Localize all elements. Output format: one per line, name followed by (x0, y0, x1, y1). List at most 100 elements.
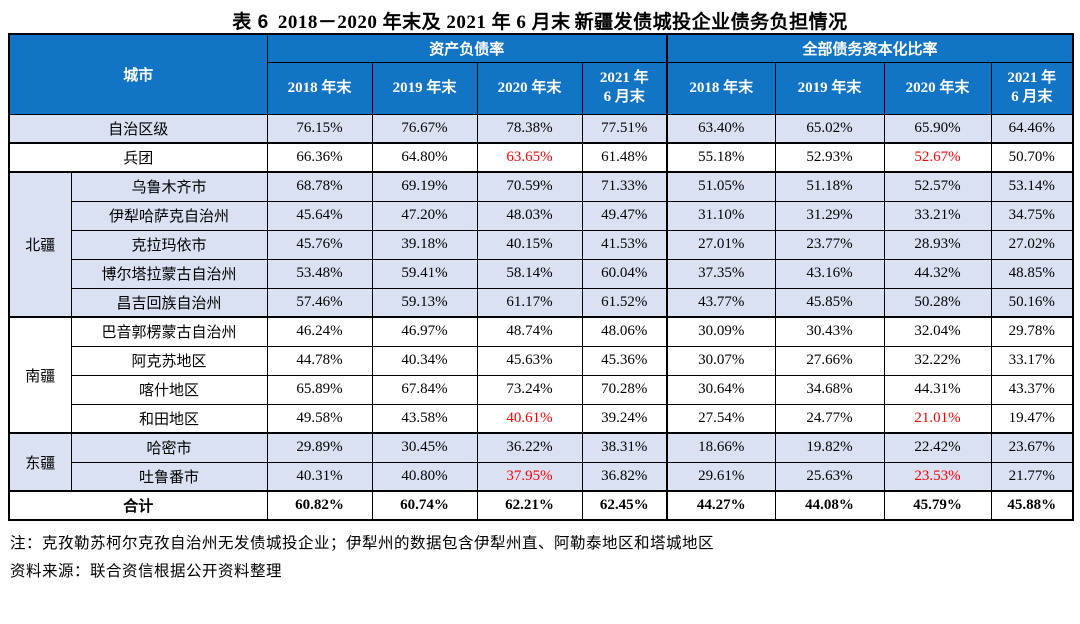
city-cell: 乌鲁木齐市 (70, 171, 268, 202)
value-cell: 51.05% (666, 171, 776, 202)
value-cell: 45.76% (266, 229, 373, 260)
value-cell: 61.17% (476, 287, 583, 318)
value-cell: 29.78% (990, 316, 1074, 347)
value-cell: 27.01% (666, 229, 776, 260)
value-cell: 30.64% (666, 374, 776, 405)
value-cell: 44.31% (883, 374, 992, 405)
value-cell: 27.02% (990, 229, 1074, 260)
city-cell: 喀什地区 (70, 374, 268, 405)
value-cell: 28.93% (883, 229, 992, 260)
year-header-2021h1: 2021 年 6 月末 (581, 61, 668, 115)
value-cell: 40.15% (476, 229, 583, 260)
value-cell: 55.18% (666, 142, 776, 173)
value-cell: 60.04% (581, 258, 668, 289)
value-cell: 50.70% (990, 142, 1074, 173)
value-cell: 63.65% (476, 142, 583, 173)
value-cell: 43.58% (371, 403, 478, 434)
asset-liability-ratio-header: 资产负债率 (266, 33, 668, 63)
year-header-2021h1: 2021 年 6 月末 (990, 61, 1074, 115)
table-body: 自治区级 76.15% 76.67% 78.38% 77.51% 63.40% 65.02%… (8, 113, 1074, 521)
value-cell: 43.37% (990, 374, 1074, 405)
table-row: 南疆 巴音郭楞蒙古自治州 46.24% 46.97% 48.74% 48.06% 30.09… (8, 316, 1074, 434)
year-header-2018: 2018 年末 (666, 61, 776, 115)
value-cell: 36.82% (581, 461, 668, 492)
city-cell: 合计 (8, 490, 268, 521)
table-row: 和田地区 49.58% 43.58% 40.61% 39.24% 27.54% 24.77%… (9, 403, 1074, 434)
value-cell: 46.97% (371, 316, 478, 347)
value-cell: 30.45% (371, 432, 478, 463)
value-cell: 52.57% (883, 171, 992, 202)
table-header: 城市 资产负债率 全部债务资本化比率 2018 年末 2019 年末 2020 … (8, 33, 1074, 115)
value-cell: 52.93% (774, 142, 885, 173)
table-row: 阿克苏地区 44.78% 40.34% 45.63% 45.36% 30.07% 27.66… (9, 345, 1074, 376)
note-line: 注：克孜勒苏柯尔克孜自治州无发债城投企业；伊犁州的数据包含伊犁州直、阿勒泰地区和… (10, 535, 715, 552)
city-column-header: 城市 (8, 33, 268, 115)
value-cell: 19.82% (774, 432, 885, 463)
value-cell: 69.19% (371, 171, 478, 202)
city-cell: 博尔塔拉蒙古自治州 (70, 258, 268, 289)
value-cell: 45.88% (990, 490, 1074, 521)
value-cell: 40.80% (371, 461, 478, 492)
value-cell: 65.02% (774, 113, 885, 144)
value-cell: 65.89% (266, 374, 373, 405)
value-cell: 61.52% (581, 287, 668, 318)
value-cell: 50.28% (883, 287, 992, 318)
value-cell: 37.95% (476, 461, 583, 492)
value-cell: 60.74% (371, 490, 478, 521)
value-cell: 52.67% (883, 142, 992, 173)
value-cell: 34.75% (990, 200, 1074, 231)
value-cell: 32.04% (883, 316, 992, 347)
value-cell: 76.15% (266, 113, 373, 144)
value-cell: 29.89% (266, 432, 373, 463)
value-cell: 62.45% (581, 490, 668, 521)
value-cell: 46.24% (266, 316, 373, 347)
value-cell: 21.77% (990, 461, 1074, 492)
table-title-subject: 新疆发债城投企业债务负担情况 (574, 12, 848, 33)
value-cell: 23.67% (990, 432, 1074, 463)
value-cell: 39.24% (581, 403, 668, 434)
city-cell: 吐鲁番市 (70, 461, 268, 492)
value-cell: 33.17% (990, 345, 1074, 376)
value-cell: 18.66% (666, 432, 776, 463)
city-cell: 巴音郭楞蒙古自治州 (70, 316, 268, 347)
value-cell: 33.21% (883, 200, 992, 231)
value-cell: 23.77% (774, 229, 885, 260)
year-header-2019: 2019 年末 (774, 61, 885, 115)
value-cell: 73.24% (476, 374, 583, 405)
table-row: 东疆 哈密市 29.89% 30.45% 36.22% 38.31% 18.66% 19.82… (8, 432, 1074, 492)
year-header-2020: 2020 年末 (883, 61, 992, 115)
value-cell: 58.14% (476, 258, 583, 289)
value-cell: 37.35% (666, 258, 776, 289)
table-row: 吐鲁番市 40.31% 40.80% 37.95% 36.82% 29.61% 25.63%… (9, 461, 1074, 492)
value-cell: 48.85% (990, 258, 1074, 289)
value-cell: 32.22% (883, 345, 992, 376)
value-cell: 40.61% (476, 403, 583, 434)
value-cell: 67.84% (371, 374, 478, 405)
city-cell: 哈密市 (70, 432, 268, 463)
value-cell: 59.13% (371, 287, 478, 318)
value-cell: 48.06% (581, 316, 668, 347)
value-cell: 30.07% (666, 345, 776, 376)
debt-capitalization-ratio-header: 全部债务资本化比率 (666, 33, 1074, 63)
value-cell: 71.33% (581, 171, 668, 202)
value-cell: 50.16% (990, 287, 1074, 318)
value-cell: 36.22% (476, 432, 583, 463)
value-cell: 65.90% (883, 113, 992, 144)
table-row: 北疆 乌鲁木齐市 68.78% 69.19% 70.59% 71.33% 51.05% 51.… (8, 171, 1074, 318)
value-cell: 45.79% (883, 490, 992, 521)
region-cell: 东疆 (8, 432, 72, 492)
value-cell: 24.77% (774, 403, 885, 434)
table-row: 合计 60.82% 60.74% 62.21% 62.45% 44.27% 44.08% 45… (8, 490, 1074, 521)
value-cell: 44.32% (883, 258, 992, 289)
value-cell: 62.21% (476, 490, 583, 521)
header-group-row: 城市 资产负债率 全部债务资本化比率 (8, 33, 1074, 115)
value-cell: 48.03% (476, 200, 583, 231)
value-cell: 53.48% (266, 258, 373, 289)
city-cell: 伊犁哈萨克自治州 (70, 200, 268, 231)
value-cell: 31.29% (774, 200, 885, 231)
value-cell: 38.31% (581, 432, 668, 463)
table-row: 伊犁哈萨克自治州 45.64% 47.20% 48.03% 49.47% 31.10% 31… (9, 200, 1074, 231)
value-cell: 21.01% (883, 403, 992, 434)
value-cell: 29.61% (666, 461, 776, 492)
